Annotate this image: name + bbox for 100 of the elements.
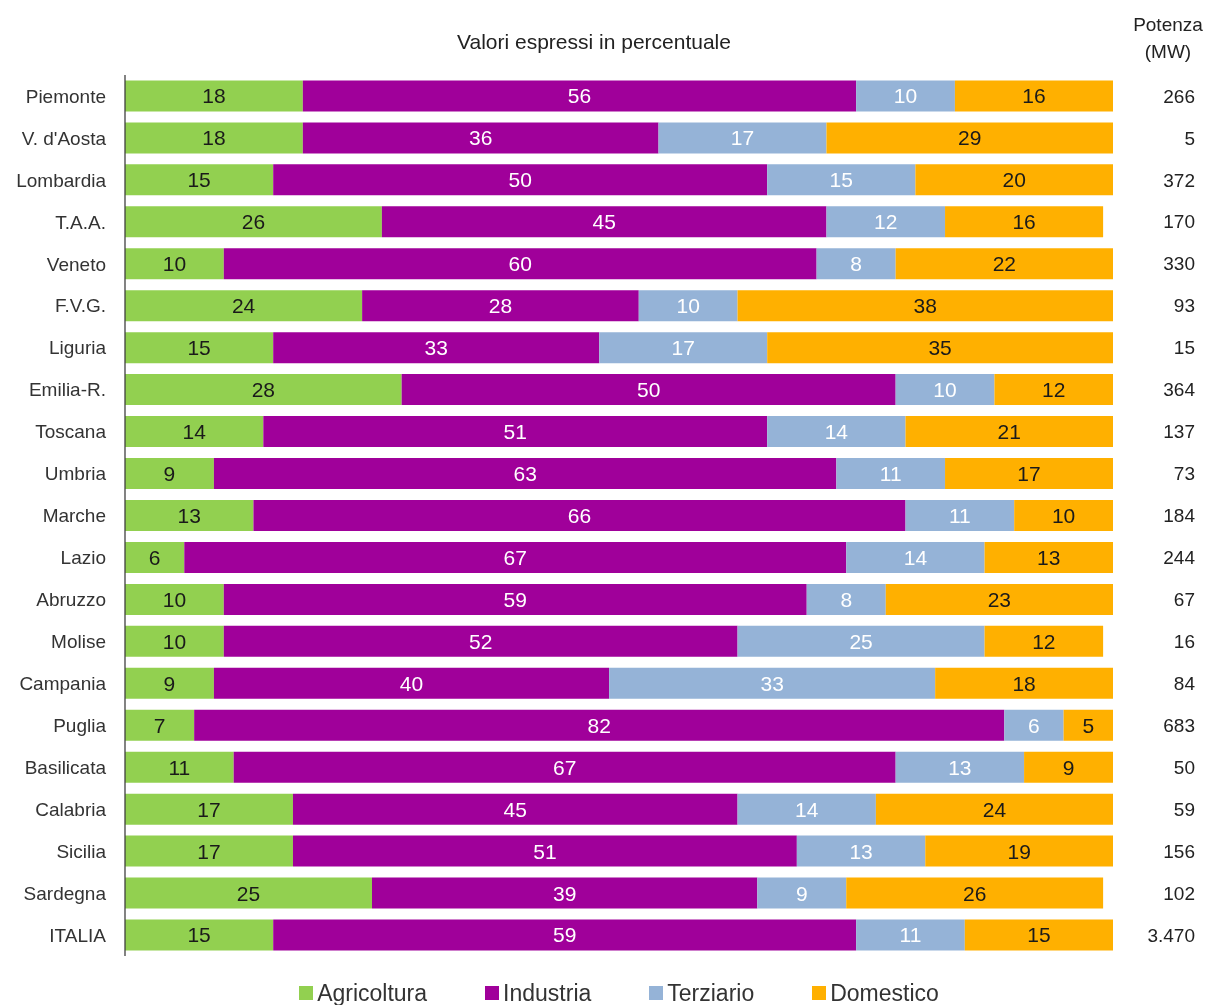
data-label: 17 (730, 126, 755, 150)
data-label: 8 (840, 587, 853, 611)
data-label: 18 (202, 84, 226, 108)
data-label: 6 (148, 545, 161, 569)
bar (125, 290, 363, 322)
bar (737, 625, 985, 657)
bar (826, 122, 1113, 154)
bar (856, 919, 965, 951)
data-label: 59 (552, 923, 577, 947)
data-label: 56 (567, 84, 592, 108)
bar (125, 709, 195, 741)
data-label: 22 (992, 252, 1016, 276)
data-label: 16 (1012, 210, 1036, 234)
bar (292, 793, 738, 825)
y2-tick-label: 170 (1163, 211, 1195, 233)
bar (223, 625, 738, 657)
data-label: 23 (987, 587, 1012, 611)
data-label: 14 (824, 420, 849, 444)
bar (302, 80, 857, 112)
bar (984, 541, 1113, 573)
data-label: 50 (636, 378, 661, 402)
data-label: 24 (231, 294, 256, 318)
bar (125, 458, 214, 490)
bar (964, 919, 1113, 951)
bar (125, 80, 303, 112)
bar (223, 583, 807, 615)
data-label: 14 (182, 420, 207, 444)
bar (372, 877, 758, 909)
y2-tick-label: 5 (1184, 127, 1195, 149)
y2-tick-label: 3.470 (1147, 924, 1195, 946)
bar (125, 793, 293, 825)
y-tick-label: Liguria (48, 337, 107, 359)
data-label: 59 (503, 587, 527, 611)
data-label: 9 (163, 671, 176, 695)
data-label: 7 (153, 713, 166, 737)
data-label: 13 (849, 839, 873, 863)
y-tick-label: Lazio (60, 547, 106, 569)
data-label: 9 (1062, 755, 1075, 779)
y2-tick-label: 266 (1163, 85, 1195, 107)
data-label: 24 (982, 797, 1007, 821)
bar (273, 919, 857, 951)
data-label: 25 (236, 881, 261, 905)
legend-label: Terziario (667, 979, 755, 1005)
y2-tick-label: 683 (1163, 714, 1195, 736)
y-tick-label: Molise (51, 631, 106, 653)
bar (836, 458, 946, 490)
bar (233, 751, 896, 783)
legend-label: Domestico (830, 979, 939, 1005)
data-label: 15 (829, 168, 853, 192)
data-label: 16 (1022, 84, 1046, 108)
y-tick-label: Piemonte (25, 85, 106, 107)
data-label: 5 (1082, 713, 1095, 737)
bar (401, 374, 896, 406)
data-label: 9 (795, 881, 808, 905)
data-label: 17 (197, 839, 221, 863)
data-label: 21 (997, 420, 1021, 444)
bar (846, 541, 985, 573)
data-label: 25 (849, 629, 873, 653)
y2-tick-label: 93 (1173, 295, 1195, 317)
y-tick-label: Campania (19, 673, 107, 695)
bar (125, 122, 303, 154)
data-label: 18 (202, 126, 226, 150)
y2-tick-label: 372 (1163, 169, 1195, 191)
y-tick-label: Sicilia (56, 840, 107, 862)
bar (994, 374, 1113, 406)
y-tick-label: Basilicata (24, 756, 107, 778)
data-label: 20 (1002, 168, 1026, 192)
bar (213, 667, 610, 699)
bar (125, 919, 274, 951)
y-tick-label: Puglia (53, 715, 107, 737)
data-label: 29 (958, 126, 982, 150)
data-label: 6 (1028, 713, 1040, 737)
bar (223, 248, 817, 280)
bar (895, 751, 1025, 783)
bar (945, 206, 1104, 238)
y-tick-label: ITALIA (49, 924, 107, 946)
data-label: 10 (162, 629, 187, 653)
bar (302, 122, 659, 154)
data-label: 9 (163, 461, 176, 485)
y2-tick-label: 102 (1163, 882, 1195, 904)
y2-tick-label: 156 (1163, 840, 1195, 862)
legend-label: Agricoltura (317, 979, 428, 1005)
data-label: 51 (503, 420, 527, 444)
data-label: 12 (1042, 378, 1066, 402)
data-label: 40 (399, 671, 424, 695)
data-label: 19 (1007, 839, 1031, 863)
bar (935, 667, 1113, 699)
data-label: 11 (168, 755, 191, 779)
y-tick-label: Calabria (35, 798, 107, 820)
bar (125, 541, 185, 573)
y2-tick-label: 137 (1163, 421, 1195, 443)
data-label: 10 (893, 84, 918, 108)
bar (767, 416, 906, 448)
bar (609, 667, 936, 699)
data-label: 15 (187, 168, 211, 192)
data-label: 10 (676, 294, 700, 318)
chart-title: Valori espressi in percentuale (457, 30, 731, 53)
bar (125, 499, 254, 531)
bar (895, 374, 995, 406)
data-label: 50 (508, 168, 532, 192)
